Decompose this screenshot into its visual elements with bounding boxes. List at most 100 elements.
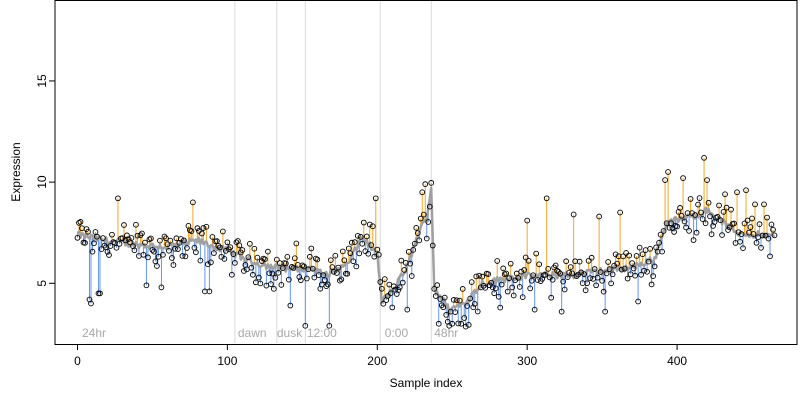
data-point	[558, 308, 565, 315]
data-point	[671, 229, 677, 235]
data-point	[516, 284, 523, 290]
data-point	[770, 226, 776, 233]
data-point	[256, 274, 262, 281]
data-point	[518, 268, 525, 275]
data-point	[368, 242, 375, 248]
data-point	[630, 265, 637, 272]
data-point	[170, 262, 177, 268]
data-point	[503, 270, 510, 277]
data-point	[113, 244, 120, 251]
data-point	[327, 257, 334, 264]
data-point	[288, 264, 295, 270]
phase-label: 12:00	[307, 326, 337, 340]
data-point	[251, 245, 258, 252]
data-point	[543, 195, 550, 202]
data-point	[309, 265, 316, 272]
data-point	[380, 300, 387, 307]
data-point	[702, 220, 709, 227]
data-point	[347, 250, 354, 257]
data-point	[299, 262, 306, 269]
data-point	[175, 246, 181, 252]
data-point	[143, 282, 150, 289]
data-point	[302, 322, 309, 329]
data-point	[677, 205, 683, 211]
data-point	[425, 219, 432, 225]
data-point	[184, 245, 190, 251]
data-point	[229, 271, 235, 278]
data-point	[77, 219, 84, 225]
data-point	[154, 263, 160, 269]
data-point	[552, 262, 559, 269]
data-point	[435, 320, 442, 327]
data-point	[404, 306, 411, 313]
data-point	[440, 304, 447, 311]
data-point	[464, 303, 471, 309]
data-point	[644, 268, 650, 275]
data-point	[353, 263, 360, 270]
data-point	[293, 240, 300, 247]
data-point	[399, 279, 406, 286]
data-point	[567, 264, 574, 270]
data-point	[121, 222, 127, 228]
y-axis-title: Expression	[9, 142, 23, 201]
data-point	[193, 249, 199, 256]
data-point	[734, 189, 740, 196]
data-point	[621, 265, 628, 272]
data-point	[208, 259, 214, 266]
data-point	[522, 254, 529, 261]
data-point	[224, 239, 231, 246]
data-point	[209, 234, 216, 240]
data-point	[555, 268, 562, 275]
data-point	[413, 225, 420, 231]
data-point	[680, 175, 686, 181]
data-point	[762, 232, 769, 239]
data-point	[645, 258, 652, 265]
data-point	[194, 225, 201, 231]
data-point	[350, 258, 357, 265]
data-point	[737, 238, 743, 245]
data-point	[405, 248, 412, 255]
data-point	[714, 213, 721, 220]
data-point	[339, 248, 346, 255]
data-point	[314, 256, 321, 263]
data-point	[268, 281, 274, 287]
data-point	[557, 270, 564, 277]
x-axis: 0 100 200 300 400	[74, 344, 687, 368]
data-point	[597, 269, 604, 275]
data-point	[476, 272, 483, 279]
data-point	[768, 221, 775, 228]
data-point	[359, 240, 366, 247]
data-point	[332, 252, 339, 259]
data-point	[434, 282, 441, 289]
data-point	[287, 302, 294, 309]
data-point	[599, 277, 605, 284]
data-point	[374, 246, 381, 253]
data-point	[605, 259, 611, 265]
data-point	[227, 244, 234, 251]
data-point	[638, 271, 644, 278]
data-point	[419, 189, 426, 196]
data-point	[160, 251, 166, 258]
data-point	[247, 240, 253, 247]
data-point	[449, 320, 456, 327]
data-point	[509, 284, 516, 291]
data-point	[674, 223, 680, 230]
data-point	[648, 281, 655, 288]
data-point	[341, 257, 348, 264]
data-point	[603, 270, 610, 277]
data-point	[767, 253, 773, 260]
data-point	[719, 232, 725, 238]
data-point	[300, 263, 307, 270]
data-point	[354, 232, 361, 239]
data-point	[188, 228, 195, 234]
data-point	[335, 264, 342, 271]
data-point	[432, 293, 439, 299]
data-point	[657, 231, 664, 238]
data-point	[282, 260, 289, 267]
data-point	[633, 253, 640, 259]
data-point	[765, 235, 772, 242]
data-point	[492, 285, 499, 292]
data-point	[200, 225, 207, 231]
data-point	[602, 308, 608, 315]
data-point	[116, 241, 123, 247]
